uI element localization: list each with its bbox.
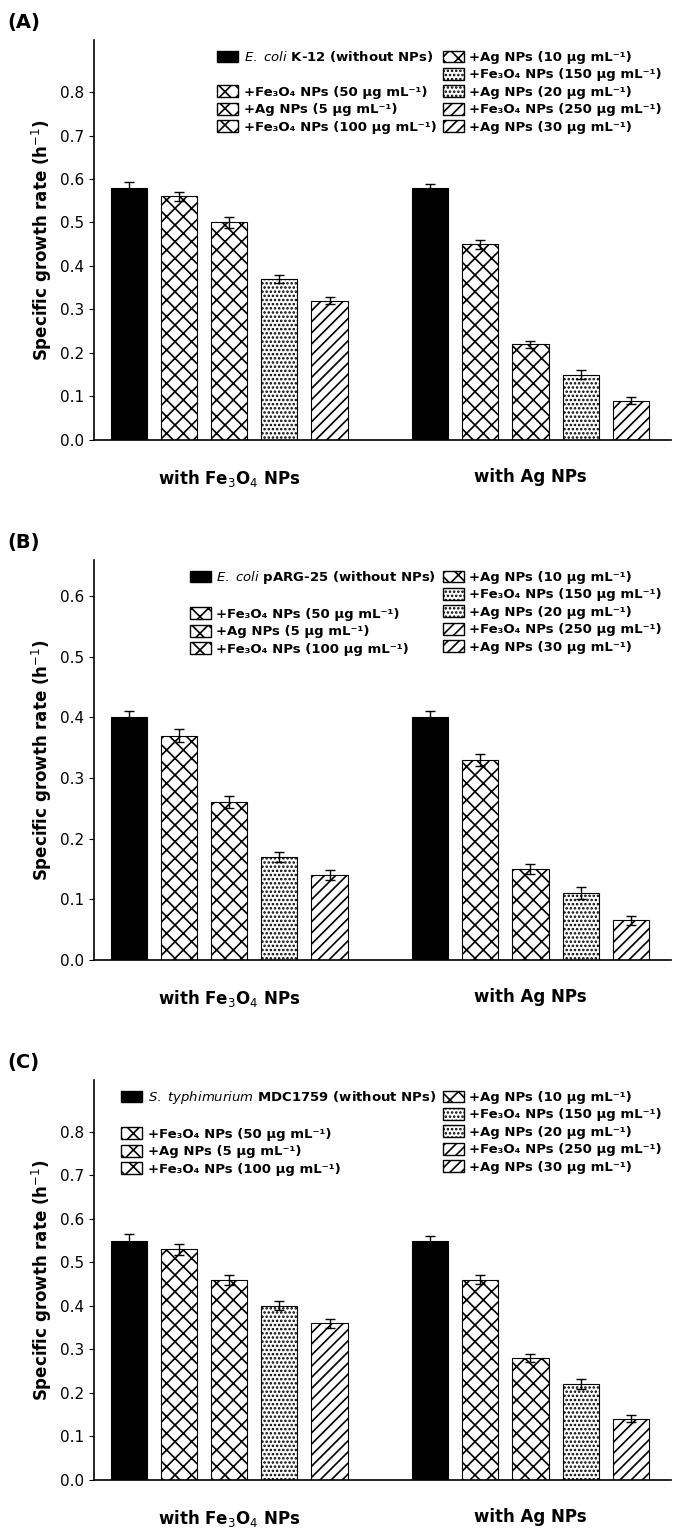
- Bar: [462, 245, 498, 440]
- Bar: [110, 717, 147, 960]
- Bar: [261, 279, 297, 440]
- Bar: [161, 736, 197, 960]
- Text: (A): (A): [7, 12, 40, 32]
- Bar: [562, 374, 599, 440]
- Bar: [613, 400, 649, 440]
- Text: with Fe$_3$O$_4$ NPs: with Fe$_3$O$_4$ NPs: [158, 988, 301, 1008]
- Legend: $\mathit{S.\ typhimurium}$ MDC1759 (without NPs), , +Fe₃O₄ NPs (50 μg mL⁻¹), +Ag: $\mathit{S.\ typhimurium}$ MDC1759 (with…: [119, 1087, 664, 1179]
- Bar: [462, 1280, 498, 1479]
- Text: with Ag NPs: with Ag NPs: [474, 468, 587, 486]
- Y-axis label: Specific growth rate (h$^{-1}$): Specific growth rate (h$^{-1}$): [30, 639, 54, 880]
- Bar: [161, 197, 197, 440]
- Bar: [261, 857, 297, 960]
- Bar: [312, 1324, 348, 1479]
- Bar: [512, 870, 549, 960]
- Text: with Fe$_3$O$_4$ NPs: with Fe$_3$O$_4$ NPs: [158, 1508, 301, 1528]
- Text: with Fe$_3$O$_4$ NPs: with Fe$_3$O$_4$ NPs: [158, 468, 301, 489]
- Bar: [613, 1419, 649, 1479]
- Bar: [211, 223, 247, 440]
- Bar: [512, 345, 549, 440]
- Bar: [512, 1357, 549, 1479]
- Bar: [562, 893, 599, 960]
- Bar: [562, 1384, 599, 1479]
- Bar: [412, 717, 448, 960]
- Legend: $\mathit{E.\ coli}$ pARG-25 (without NPs), , +Fe₃O₄ NPs (50 μg mL⁻¹), +Ag NPs (5: $\mathit{E.\ coli}$ pARG-25 (without NPs…: [187, 566, 664, 659]
- Bar: [412, 1240, 448, 1479]
- Bar: [161, 1250, 197, 1479]
- Bar: [312, 876, 348, 960]
- Bar: [110, 188, 147, 440]
- Text: with Ag NPs: with Ag NPs: [474, 1508, 587, 1525]
- Bar: [613, 920, 649, 960]
- Y-axis label: Specific growth rate (h$^{-1}$): Specific growth rate (h$^{-1}$): [30, 1159, 54, 1400]
- Text: (B): (B): [7, 532, 39, 553]
- Bar: [261, 1305, 297, 1479]
- Bar: [312, 300, 348, 440]
- Bar: [211, 802, 247, 960]
- Text: (C): (C): [7, 1053, 39, 1071]
- Y-axis label: Specific growth rate (h$^{-1}$): Specific growth rate (h$^{-1}$): [30, 119, 54, 360]
- Bar: [211, 1280, 247, 1479]
- Legend: $\mathit{E.\ coli}$ K-12 (without NPs), , +Fe₃O₄ NPs (50 μg mL⁻¹), +Ag NPs (5 μg: $\mathit{E.\ coli}$ K-12 (without NPs), …: [214, 46, 664, 137]
- Bar: [110, 1240, 147, 1479]
- Text: with Ag NPs: with Ag NPs: [474, 988, 587, 1007]
- Bar: [462, 760, 498, 960]
- Bar: [412, 188, 448, 440]
